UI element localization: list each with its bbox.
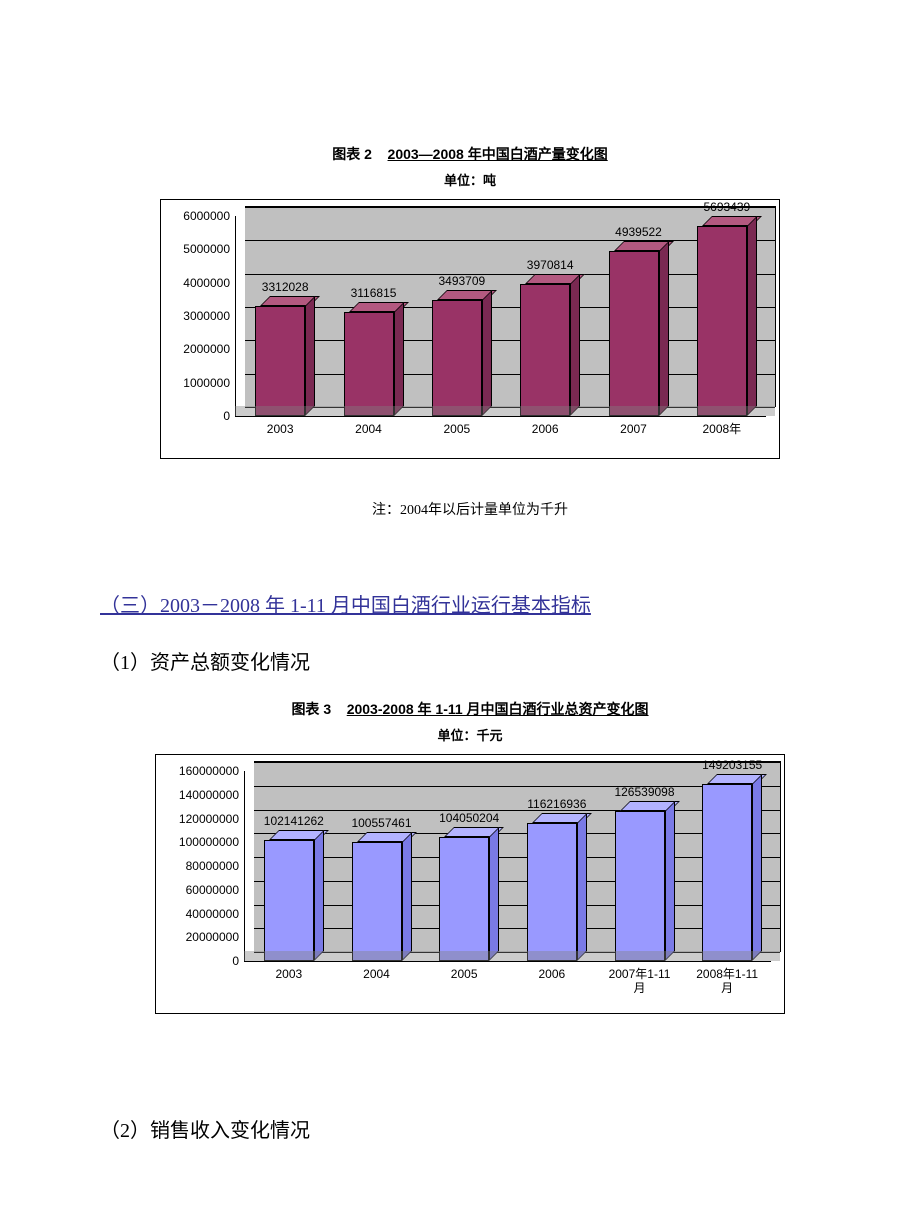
- chart2-title-prefix: 图表 2: [332, 146, 372, 162]
- chart3-y-tick: 60000000: [186, 883, 245, 897]
- chart3-bar: [264, 840, 314, 961]
- chart2-bar: [520, 284, 570, 416]
- chart3-bar-value: 100557461: [351, 816, 411, 830]
- chart3-plot-area: 0200000004000000060000000800000001000000…: [244, 771, 771, 962]
- chart2-note: 注：2004年以后计量单位为千升: [100, 499, 840, 519]
- chart2-bar: [609, 251, 659, 416]
- chart3-x-tick: 2005: [420, 961, 508, 981]
- chart3-bar-value: 149203155: [702, 758, 762, 772]
- chart3-box: 0200000004000000060000000800000001000000…: [155, 754, 785, 1014]
- chart3-bar-value: 126539098: [614, 785, 674, 799]
- chart3-x-tick: 2004: [333, 961, 421, 981]
- chart3-gridline: [254, 762, 780, 763]
- chart2-y-tick: 3000000: [183, 309, 236, 323]
- chart3-x-tick: 2007年1-11月: [596, 961, 684, 996]
- chart3-title-main: 2003-2008 年 1-11 月中国白酒行业总资产变化图: [347, 701, 649, 717]
- chart2-title-main: 2003—2008 年中国白酒产量变化图: [388, 146, 608, 162]
- chart3-x-tick: 2008年1-11月: [683, 961, 771, 996]
- chart2-x-tick: 2007: [589, 416, 677, 436]
- chart2-y-tick: 5000000: [183, 242, 236, 256]
- chart3-y-tick: 20000000: [186, 930, 245, 944]
- chart2-gridline: [245, 207, 775, 208]
- section-3-heading: （三）2003－2008 年 1-11 月中国白酒行业运行基本指标: [100, 589, 840, 618]
- chart3-subtitle: 单位：千元: [100, 725, 840, 744]
- chart2-bar-value: 5693439: [703, 200, 750, 214]
- chart2-container: 0100000020000003000000400000050000006000…: [160, 199, 780, 459]
- chart3-bar: [352, 842, 402, 961]
- chart2-y-tick: 6000000: [183, 209, 236, 223]
- chart2-box: 0100000020000003000000400000050000006000…: [160, 199, 780, 459]
- chart2-bar-value: 3493709: [438, 274, 485, 288]
- chart2-plot-area: 0100000020000003000000400000050000006000…: [235, 216, 766, 417]
- chart2-bar-value: 3312028: [262, 280, 309, 294]
- chart2-x-tick: 2003: [236, 416, 324, 436]
- chart2-y-tick: 2000000: [183, 342, 236, 356]
- chart2-x-tick: 2005: [413, 416, 501, 436]
- chart2-x-tick: 2004: [324, 416, 412, 436]
- chart3-y-tick: 100000000: [179, 835, 245, 849]
- chart3-floor: [244, 951, 780, 961]
- chart2-subtitle: 单位：吨: [100, 170, 840, 189]
- chart3-bar-value: 104050204: [439, 811, 499, 825]
- chart3-y-tick: 80000000: [186, 859, 245, 873]
- chart3-title: 图表 3 2003-2008 年 1-11 月中国白酒行业总资产变化图: [100, 699, 840, 719]
- chart2-x-tick: 2006: [501, 416, 589, 436]
- chart3-bar-value: 102141262: [264, 814, 324, 828]
- chart3-bar: [527, 823, 577, 961]
- chart2-bar: [697, 226, 747, 416]
- chart2-y-tick: 1000000: [183, 376, 236, 390]
- chart3-bar: [615, 811, 665, 961]
- chart2-bar: [432, 300, 482, 416]
- chart2-title: 图表 2 2003—2008 年中国白酒产量变化图: [100, 144, 840, 164]
- chart2-floor: [235, 406, 775, 416]
- chart2-bar-value: 3970814: [527, 258, 574, 272]
- chart3-y-tick: 120000000: [179, 812, 245, 826]
- subsection-1-heading: （1）资产总额变化情况: [100, 646, 840, 675]
- chart3-bar: [702, 784, 752, 961]
- chart3-y-tick: 40000000: [186, 907, 245, 921]
- chart3-x-tick: 2006: [508, 961, 596, 981]
- subsection-2-heading: （2）销售收入变化情况: [100, 1114, 840, 1143]
- chart3-x-tick: 2003: [245, 961, 333, 981]
- chart2-bar: [255, 306, 305, 416]
- chart3-container: 0200000004000000060000000800000001000000…: [155, 754, 785, 1014]
- chart3-title-prefix: 图表 3: [291, 701, 331, 717]
- chart2-x-tick: 2008年: [678, 416, 766, 436]
- chart2-bar-value: 3116815: [351, 286, 397, 300]
- chart3-bar-value: 116216936: [527, 797, 586, 811]
- chart3-y-tick: 160000000: [179, 764, 245, 778]
- chart3-y-tick: 140000000: [179, 788, 245, 802]
- chart3-bar: [439, 837, 489, 961]
- chart2-bar: [344, 312, 394, 416]
- chart2-y-tick: 4000000: [183, 276, 236, 290]
- chart2-bar-value: 4939522: [615, 225, 662, 239]
